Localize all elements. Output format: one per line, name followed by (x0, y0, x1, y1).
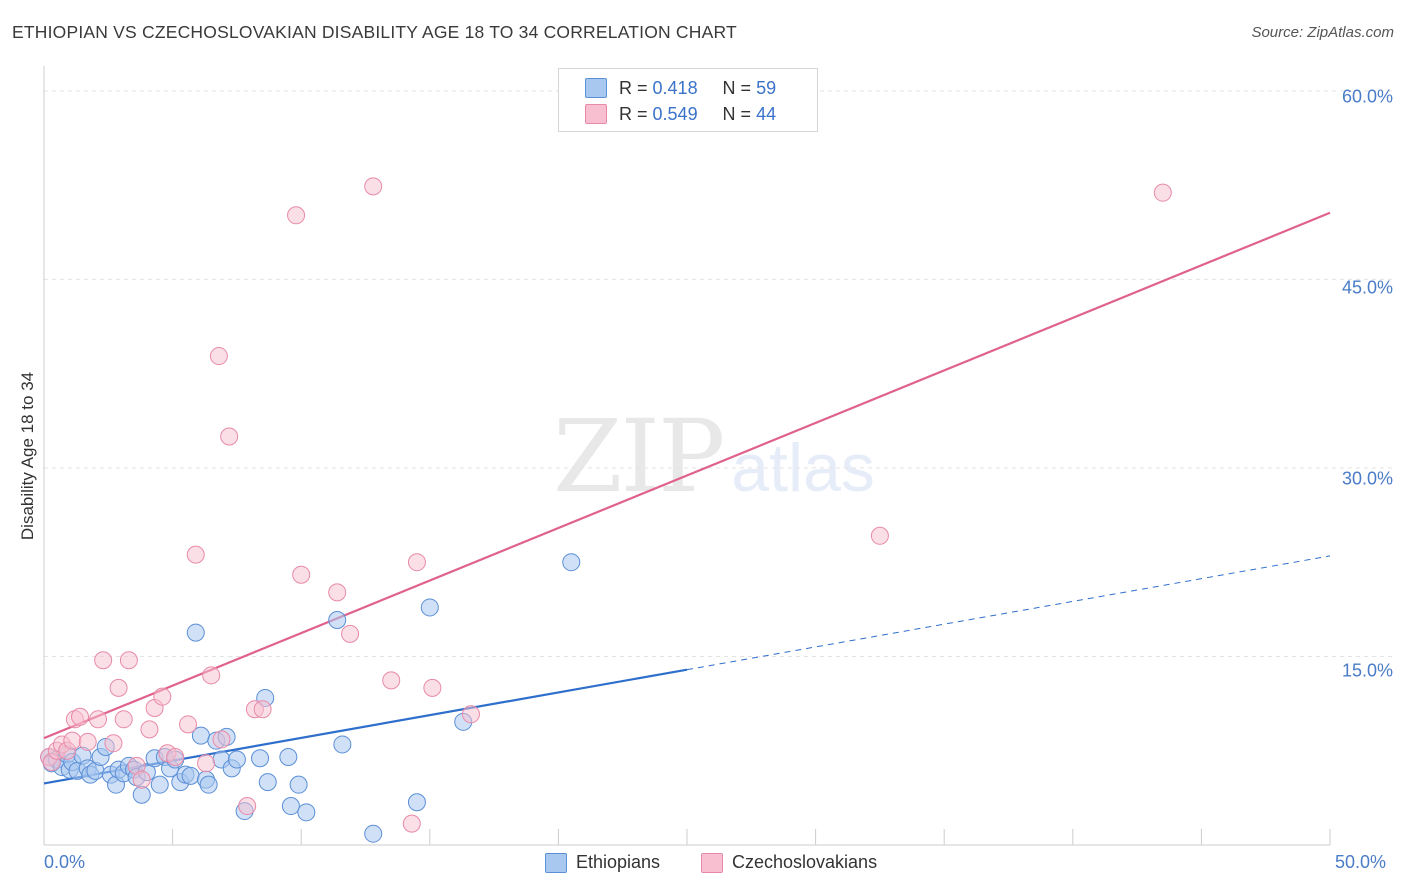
czechoslovakians-point (94, 651, 113, 670)
n-label: N = (722, 77, 752, 98)
czechoslovakians-point (104, 734, 123, 753)
ethiopians-point (181, 766, 200, 785)
czechoslovakians-point (220, 427, 239, 446)
ethiopians-point (562, 553, 581, 572)
czechoslovakians-point (119, 651, 138, 670)
trend-lines (43, 211, 1331, 785)
legend-row-ethiopians: R = 0.418 N = 59 (585, 75, 776, 101)
czechoslovakians-label: Czechoslovakians (732, 852, 878, 872)
ethiopians-point (186, 623, 205, 642)
czechoslovakians-point (132, 770, 151, 789)
stats-legend: R = 0.418 N = 59 R = 0.549 N = 44 (558, 68, 818, 132)
czechoslovakians-point (253, 700, 272, 719)
czechoslovakians-points (40, 177, 1172, 833)
czechoslovakians-point (114, 710, 133, 729)
czechoslovakians-swatch (701, 852, 723, 873)
czechoslovakians-point (341, 624, 360, 643)
czechoslovakians-point (402, 814, 421, 833)
ethiopians-swatch (585, 78, 607, 98)
czechoslovakians-point (89, 710, 108, 729)
czechoslovakians-point (328, 583, 347, 602)
ethiopians-swatch (545, 852, 567, 873)
y-tick-label: 15.0% (1341, 660, 1393, 681)
ethiopians-point (407, 793, 426, 812)
ethiopians-point (281, 797, 300, 816)
czechoslovakians-trend-line (43, 211, 1331, 740)
czechoslovakians-point (140, 720, 159, 739)
legend-row-czechoslovakians: R = 0.549 N = 44 (585, 101, 776, 127)
ethiopians-points (40, 553, 581, 843)
r-label: R = (619, 103, 648, 124)
czechoslovakians-point (287, 206, 306, 225)
legend-item-ethiopians[interactable]: Ethiopians (545, 852, 660, 873)
ethiopians-point (227, 750, 246, 769)
ethiopians-point (251, 749, 270, 768)
n-value: 59 (756, 77, 777, 98)
czechoslovakians-point (109, 678, 128, 697)
czechoslovakians-point (461, 705, 480, 724)
czechoslovakians-point (407, 553, 426, 572)
czechoslovakians-point (197, 754, 216, 773)
ethiopians-label: Ethiopians (576, 852, 661, 872)
czechoslovakians-point (382, 671, 401, 690)
ethiopians-point (333, 735, 352, 754)
r-label: R = (619, 77, 648, 98)
axes (43, 66, 1331, 846)
czechoslovakians-point (209, 347, 228, 366)
n-label: N = (722, 103, 752, 124)
czechoslovakians-point (78, 732, 97, 751)
ethiopians-point (279, 748, 298, 767)
ethiopians-trend-line-extrapolated (686, 555, 1331, 671)
czechoslovakians-point (292, 565, 311, 584)
czechoslovakians-swatch (585, 104, 607, 124)
ethiopians-point (289, 775, 308, 794)
ethiopians-point (420, 598, 439, 617)
czechoslovakians-point (364, 177, 383, 196)
r-value: 0.549 (652, 103, 698, 124)
ethiopians-point (199, 775, 218, 794)
czechoslovakians-point (423, 678, 442, 697)
ethiopians-point (364, 824, 383, 843)
source-label: Source: ZipAtlas.com (1251, 24, 1394, 41)
x-tick-label-min: 0.0% (44, 852, 86, 872)
ethiopians-point (258, 773, 277, 792)
ethiopians-point (328, 611, 347, 630)
czechoslovakians-point (153, 687, 172, 706)
ethiopians-point (297, 803, 316, 822)
czechoslovakians-point (238, 797, 257, 816)
czechoslovakians-point (166, 748, 185, 767)
czechoslovakians-point (63, 731, 82, 750)
n-value: 44 (756, 103, 777, 124)
czechoslovakians-point (1153, 183, 1172, 202)
czechoslovakians-point (71, 707, 90, 726)
y-tick-label: 60.0% (1341, 86, 1393, 107)
r-value: 0.418 (652, 77, 698, 98)
legend-item-czechoslovakians[interactable]: Czechoslovakians (701, 852, 877, 873)
y-tick-label: 45.0% (1341, 277, 1393, 298)
ethiopians-point (132, 785, 151, 804)
watermark-atlas: atlas (731, 430, 875, 506)
czechoslovakians-point (179, 715, 198, 734)
ethiopians-point (150, 775, 169, 794)
czechoslovakians-point (186, 545, 205, 564)
czechoslovakians-point (212, 730, 231, 749)
czechoslovakians-point (870, 526, 889, 545)
chart-title: ETHIOPIAN VS CZECHOSLOVAKIAN DISABILITY … (12, 22, 737, 42)
x-tick-label-max: 50.0% (1335, 852, 1387, 872)
czechoslovakians-point (202, 666, 221, 685)
gridlines (44, 90, 1392, 657)
y-tick-label: 30.0% (1341, 468, 1393, 489)
